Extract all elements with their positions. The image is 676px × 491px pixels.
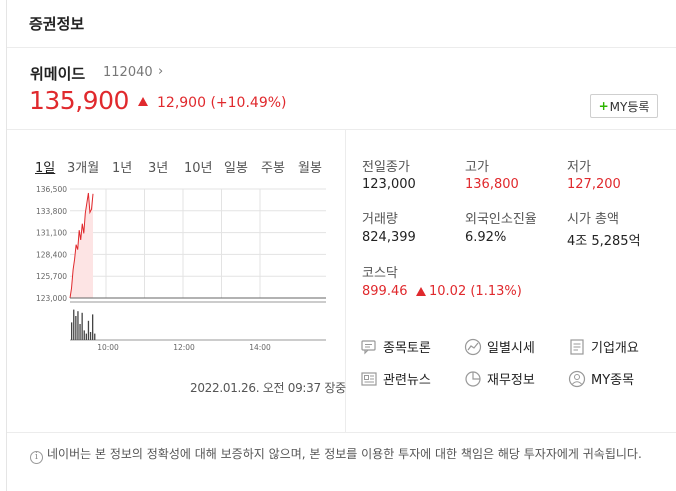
price-change: 12,900 (+10.49%) [157,95,287,111]
y-tick-label: 131,100 [36,229,67,238]
my-register-button[interactable]: + MY등록 [590,94,658,118]
volume-bar [81,312,83,340]
y-tick-label: 125,700 [36,272,67,281]
low-value: 127,200 [567,177,621,192]
kosdaq-change: 10.02 (1.13%) [429,284,522,299]
my-register-label: MY등록 [609,99,650,114]
low-label: 저가 [567,160,591,175]
stock-name[interactable]: 위메이드 [30,65,86,83]
panel-header: 증권정보 [7,0,676,48]
x-tick-label: 14:00 [249,343,271,352]
plus-icon: + [598,99,609,113]
column-divider [345,129,346,432]
notice-divider [7,432,676,433]
disclaimer-notice: i 네이버는 본 정보의 정확성에 대해 보증하지 않으며, 본 정보를 이용한 … [30,446,660,464]
link-daily-price[interactable]: 일별시세 [464,337,535,356]
stock-code[interactable]: 112040 [103,65,153,80]
kosdaq-label: 코스닥 [362,266,398,281]
volume-bar [75,316,77,340]
y-tick-label: 136,500 [36,185,67,194]
link-related-news-label: 관련뉴스 [383,373,431,388]
y-tick-label: 128,400 [36,250,67,259]
y-tick-label: 123,000 [36,294,67,303]
link-company-overview-label: 기업개요 [591,341,639,356]
trend-chart-icon [464,338,482,355]
newspaper-icon [361,371,377,386]
current-price: 135,900 [29,86,129,115]
tab-10y[interactable]: 10년 [184,161,213,176]
link-financials-label: 재무정보 [487,373,535,388]
volume-bar [79,324,81,340]
tab-3m[interactable]: 3개월 [67,161,100,176]
pie-chart-icon [465,370,481,387]
tab-monthly-candle[interactable]: 월봉 [298,161,322,176]
volume-bar [73,309,75,340]
user-icon [568,370,586,387]
chevron-right-icon[interactable]: › [158,64,164,79]
y-tick-label: 133,800 [36,207,67,216]
panel-title: 증권정보 [29,15,85,33]
x-tick-label: 12:00 [173,343,195,352]
price-line [69,192,94,299]
link-daily-price-label: 일별시세 [487,341,535,356]
volume-bar [92,314,94,340]
change-percent: (+10.49%) [210,95,287,111]
section-divider [7,129,676,130]
link-my-stocks[interactable]: MY종목 [568,369,634,388]
x-tick-label: 10:00 [97,343,119,352]
up-arrow-icon [416,287,426,296]
volume-bar [89,332,92,340]
market-cap-label: 시가 총액 [567,212,619,227]
tab-3y[interactable]: 3년 [148,161,169,176]
volume-bar [77,311,79,340]
high-value: 136,800 [465,177,519,192]
link-my-stocks-label: MY종목 [591,373,635,388]
price-area [70,193,93,298]
prev-close-value: 123,000 [362,177,416,192]
prev-close-label: 전일종가 [362,160,410,175]
volume-bar [87,320,90,340]
volume-bar [71,322,73,340]
info-icon: i [30,451,43,464]
tab-1y[interactable]: 1년 [112,161,133,176]
speech-bubble-icon [361,339,376,354]
volume-label: 거래량 [362,212,398,227]
tab-1d[interactable]: 1일 [35,161,56,176]
disclaimer-text: 네이버는 본 정보의 정확성에 대해 보증하지 않으며, 본 정보를 이용한 투… [47,447,642,461]
up-arrow-icon [138,97,148,106]
kosdaq-value: 899.46 [362,284,408,299]
timestamp: 2022.01.26. 오전 09:37 장중 [190,381,346,395]
link-company-overview[interactable]: 기업개요 [568,337,639,356]
link-discussion-label: 종목토론 [383,341,431,356]
link-financials[interactable]: 재무정보 [464,369,535,388]
volume-bar [85,333,87,340]
volume-value: 824,399 [362,230,416,245]
link-related-news[interactable]: 관련뉴스 [360,369,431,388]
price-chart: 136,500 133,800 131,100 128,400 125,700 123,0… [36,185,326,352]
tab-daily-candle[interactable]: 일봉 [224,161,248,176]
foreign-ratio-label: 외국인소진율 [465,212,537,227]
foreign-ratio-value: 6.92% [465,230,507,245]
high-label: 고가 [465,160,489,175]
volume-bar [94,333,96,340]
tab-weekly-candle[interactable]: 주봉 [261,161,285,176]
change-amount: 12,900 [157,95,206,111]
link-discussion[interactable]: 종목토론 [360,337,431,356]
document-list-icon [570,338,584,355]
market-cap-value: 4조 5,285억 [567,234,641,249]
volume-bar [83,330,85,340]
panel-left-border [6,0,7,491]
